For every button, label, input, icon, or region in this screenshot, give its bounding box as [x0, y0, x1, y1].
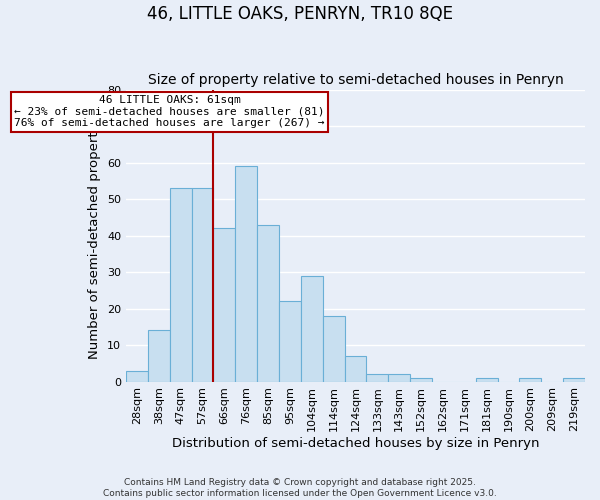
Bar: [367, 374, 388, 382]
Bar: [214, 228, 235, 382]
Y-axis label: Number of semi-detached properties: Number of semi-detached properties: [88, 112, 101, 359]
Bar: [279, 302, 301, 382]
Text: 46 LITTLE OAKS: 61sqm
← 23% of semi-detached houses are smaller (81)
76% of semi: 46 LITTLE OAKS: 61sqm ← 23% of semi-deta…: [14, 95, 325, 128]
Bar: [148, 330, 170, 382]
Bar: [388, 374, 410, 382]
Bar: [410, 378, 432, 382]
Bar: [235, 166, 257, 382]
Bar: [344, 356, 367, 382]
X-axis label: Distribution of semi-detached houses by size in Penryn: Distribution of semi-detached houses by …: [172, 437, 539, 450]
Bar: [257, 224, 279, 382]
Title: Size of property relative to semi-detached houses in Penryn: Size of property relative to semi-detach…: [148, 73, 563, 87]
Bar: [323, 316, 344, 382]
Text: 46, LITTLE OAKS, PENRYN, TR10 8QE: 46, LITTLE OAKS, PENRYN, TR10 8QE: [147, 5, 453, 23]
Text: Contains HM Land Registry data © Crown copyright and database right 2025.
Contai: Contains HM Land Registry data © Crown c…: [103, 478, 497, 498]
Bar: [476, 378, 497, 382]
Bar: [520, 378, 541, 382]
Bar: [301, 276, 323, 382]
Bar: [170, 188, 191, 382]
Bar: [191, 188, 214, 382]
Bar: [563, 378, 585, 382]
Bar: [126, 370, 148, 382]
